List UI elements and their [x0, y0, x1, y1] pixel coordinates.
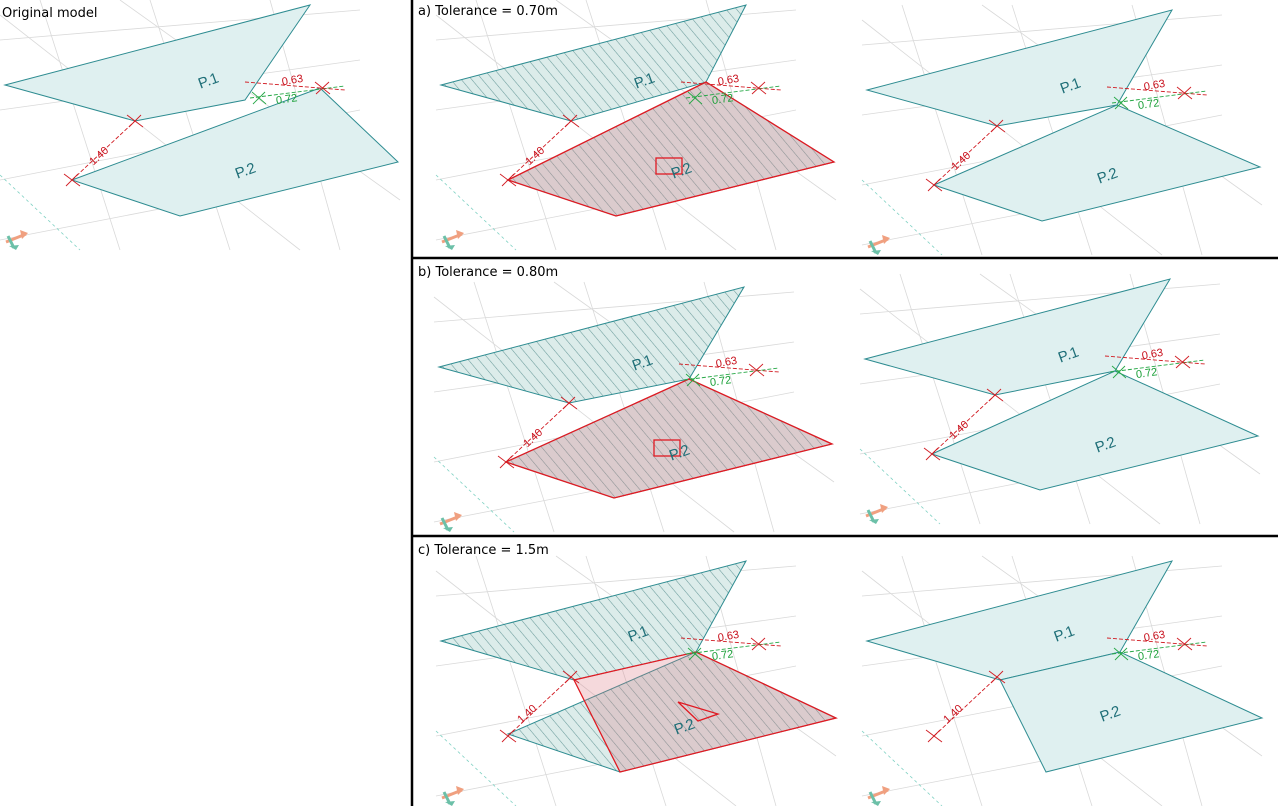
- caption-a: a) Tolerance = 0.70m: [418, 4, 558, 19]
- plate-label-p2: P.2: [672, 716, 697, 739]
- dim-green-label: 0.72: [275, 92, 298, 107]
- caption-original: Original model: [2, 6, 97, 21]
- plate-label-p1: P.1: [626, 623, 651, 646]
- plate-label-p1: P.1: [630, 352, 655, 375]
- panel-original: P.1 P.2 1.40 0.63 0.72 Original model: [0, 0, 401, 252]
- plate-label-p2: P.2: [233, 160, 258, 183]
- plate-p1: [3, 4, 312, 122]
- dim-gap-label: 1.40: [87, 145, 111, 168]
- plate-label-p1: P.1: [1058, 75, 1083, 98]
- panel-a-result: P.1 P.2 1.40 0.63 0.72: [861, 4, 1263, 257]
- panel-b-result: P.1 P.2 1.40 0.63 0.72: [859, 273, 1261, 526]
- dim-red-label: 0.63: [1141, 347, 1164, 363]
- dim-red-label: 0.63: [717, 629, 740, 645]
- plate-label-p2: P.2: [669, 160, 694, 183]
- plate-label-p2: P.2: [1093, 434, 1118, 457]
- selection-marker: [653, 439, 681, 457]
- axis-icon: [438, 510, 464, 534]
- plate-p2: [70, 87, 400, 217]
- merged-region: [504, 378, 834, 499]
- plate-label-p1: P.1: [632, 70, 657, 93]
- axis-icon: [440, 784, 466, 806]
- plate-label-p1: P.1: [196, 70, 221, 93]
- plate-label-p2: P.2: [1095, 165, 1120, 188]
- plate-p2: [930, 370, 1260, 491]
- dim-green-label: 0.72: [711, 648, 734, 663]
- plate-p2: [999, 651, 1264, 773]
- dim-gap-label: 1.40: [941, 703, 965, 726]
- plate-label-p1: P.1: [1056, 344, 1081, 367]
- axis-icon: [864, 502, 890, 526]
- merged-region: [506, 81, 836, 217]
- dim-green-label: 0.72: [1135, 366, 1158, 381]
- merged-region: [573, 651, 838, 773]
- panel-c-result: P.1 P.2 1.40 0.63 0.72: [861, 555, 1264, 806]
- selection-marker: [677, 701, 721, 722]
- plate-label-p2: P.2: [1098, 703, 1123, 726]
- axis-icon: [4, 228, 30, 252]
- panel-b-input: P.1 P.2 1.40 0.63 0.72: [433, 281, 835, 534]
- dim-red-label: 0.63: [717, 73, 740, 89]
- selection-marker: [655, 157, 683, 175]
- plate-label-p2: P.2: [667, 442, 692, 465]
- caption-b: b) Tolerance = 0.80m: [418, 265, 558, 280]
- panel-a-input: P.1 P.2 1.40 0.63 0.72: [435, 0, 837, 252]
- panel-c-input: P.1 P.2 1.40 0.63 0.72: [435, 555, 838, 806]
- dim-green-label: 0.72: [1137, 97, 1160, 112]
- dim-red-label: 0.63: [281, 73, 304, 89]
- plate-p2: [932, 104, 1262, 222]
- dim-red-label: 0.63: [1143, 78, 1166, 94]
- caption-c: c) Tolerance = 1.5m: [418, 543, 549, 558]
- dim-red-label: 0.63: [715, 355, 738, 371]
- plate-label-p1: P.1: [1052, 623, 1077, 646]
- axis-icon: [440, 228, 466, 252]
- axis-icon: [866, 233, 892, 257]
- dim-red-label: 0.63: [1143, 629, 1166, 645]
- axis-icon: [866, 784, 892, 806]
- dim-green-label: 0.72: [1137, 648, 1160, 663]
- dim-green-label: 0.72: [709, 374, 732, 389]
- dim-green-label: 0.72: [711, 92, 734, 107]
